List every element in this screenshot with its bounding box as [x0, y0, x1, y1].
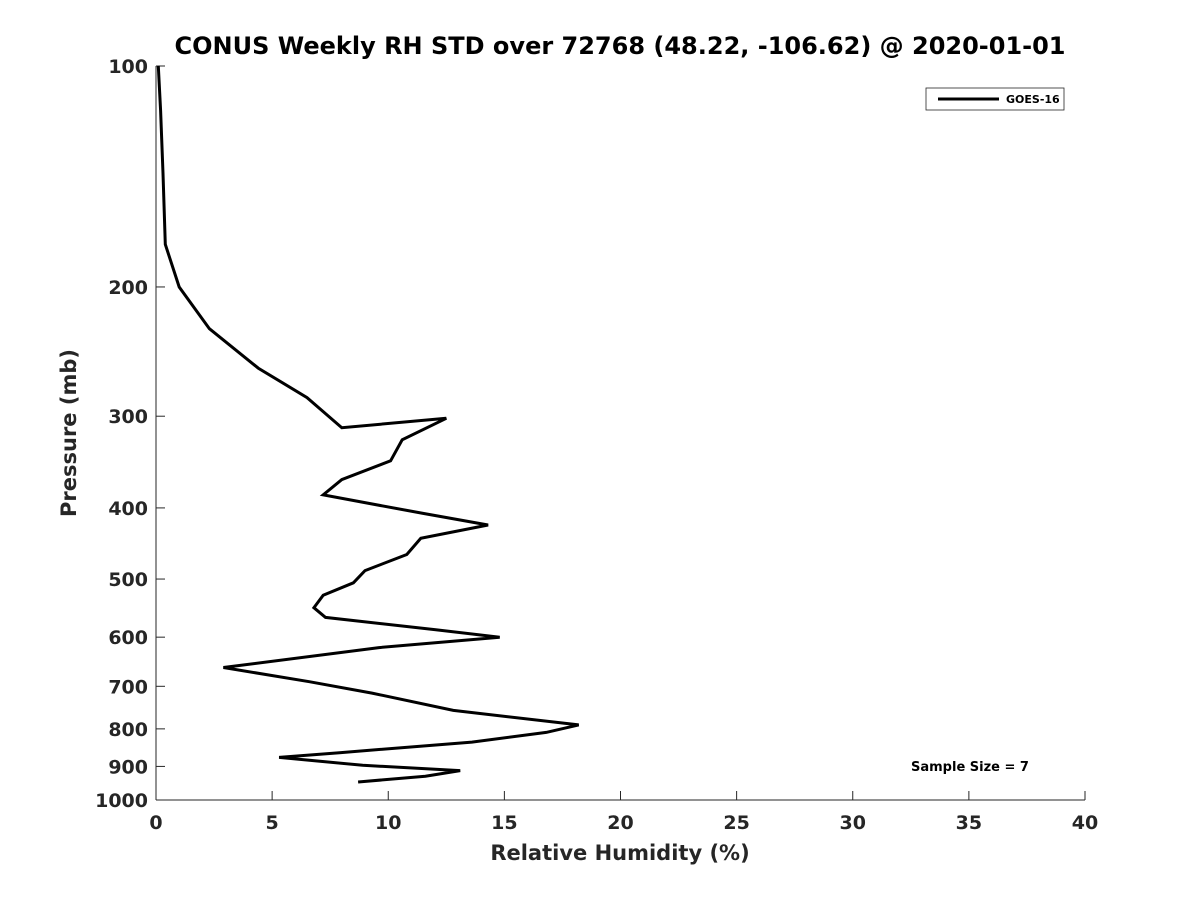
x-axis-label: Relative Humidity (%) — [490, 841, 749, 865]
y-ticks: 100 200 300 400 500 600 700 800 900 1000 — [95, 56, 165, 812]
x-ticks: 0 5 10 15 20 25 30 35 40 — [149, 791, 1098, 834]
x-tick-label: 25 — [723, 812, 749, 834]
y-tick-label: 700 — [108, 676, 148, 698]
sample-size-annotation: Sample Size = 7 — [911, 760, 1029, 775]
series-line — [156, 65, 580, 784]
axes — [155, 66, 1085, 801]
y-tick-label: 900 — [108, 756, 148, 778]
x-tick-label: 10 — [375, 812, 401, 834]
x-tick-label: 20 — [607, 812, 633, 834]
legend-label: GOES-16 — [1006, 93, 1060, 106]
x-tick-label: 40 — [1072, 812, 1098, 834]
y-tick-label: 600 — [108, 627, 148, 649]
legend: GOES-16 — [925, 87, 1065, 111]
x-tick-label: 35 — [956, 812, 982, 834]
y-axis-label: Pressure (mb) — [57, 349, 81, 517]
x-tick-label: 5 — [266, 812, 279, 834]
y-tick-label: 800 — [108, 719, 148, 741]
y-tick-label: 100 — [108, 56, 148, 78]
y-tick-label: 300 — [108, 406, 148, 428]
x-tick-label: 30 — [840, 812, 866, 834]
y-tick-label: 200 — [108, 277, 148, 299]
x-tick-label: 0 — [149, 812, 162, 834]
chart-title: CONUS Weekly RH STD over 72768 (48.22, -… — [174, 32, 1065, 60]
series-layer — [156, 65, 580, 784]
y-tick-label: 500 — [108, 569, 148, 591]
x-tick-label: 15 — [491, 812, 517, 834]
y-tick-label: 1000 — [95, 790, 148, 812]
y-tick-label: 400 — [108, 498, 148, 520]
